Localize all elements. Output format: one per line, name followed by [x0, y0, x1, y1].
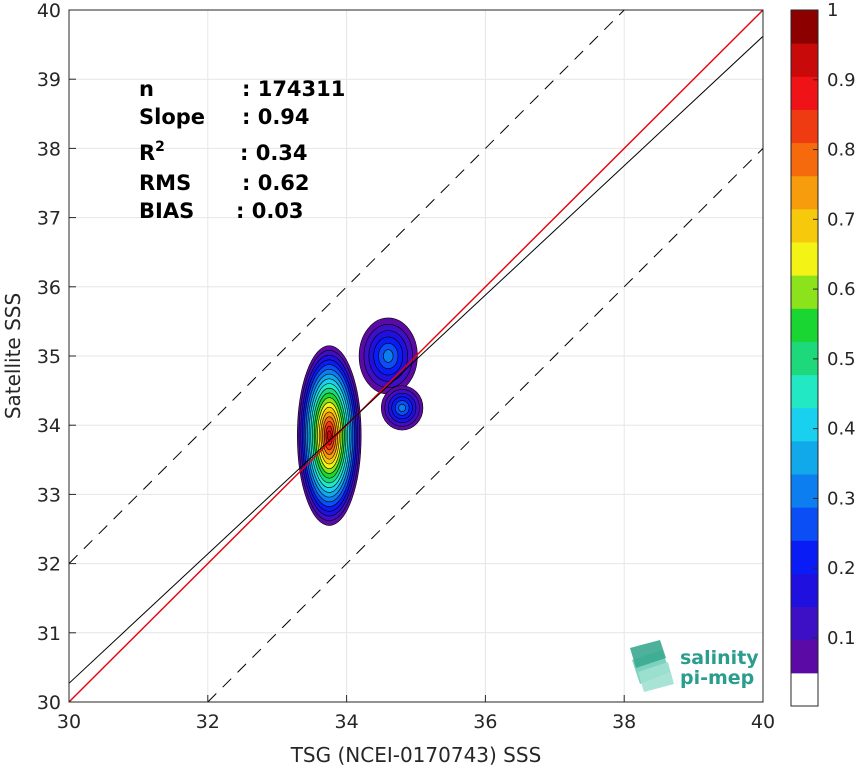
- colorbar-tick-label: 0.9: [827, 70, 856, 91]
- colorbar-segment: [791, 639, 818, 674]
- colorbar-segment: [791, 43, 818, 77]
- y-tick-label: 35: [37, 346, 61, 368]
- colorbar-segment: [791, 109, 818, 144]
- stat-label-sup: 2: [155, 139, 165, 155]
- colorbar-tick-label: 0.3: [827, 488, 856, 509]
- y-tick-label: 36: [37, 277, 61, 299]
- stat-label: n: [139, 77, 154, 101]
- line-identity: [68, 9, 764, 703]
- colorbar-segment: [791, 573, 818, 608]
- colorbar-segment: [791, 507, 818, 541]
- colorbar-segment: [791, 76, 818, 110]
- colorbar-segment: [791, 10, 818, 44]
- colorbar-segment: [791, 175, 818, 210]
- statistics-box: n : 174311 Slope : 0.94 R2 : 0.34 RMS : 0.62 BIA…: [139, 77, 345, 223]
- y-tick-label: 37: [37, 208, 61, 230]
- colorbar-frame: [790, 9, 819, 707]
- stat-label: BIAS: [139, 199, 194, 223]
- colorbar-segment: [791, 440, 818, 475]
- y-tick-label: 33: [37, 484, 61, 506]
- x-axis-ticks: 30 32 34 36 38 40: [57, 695, 775, 733]
- x-tick-label: 36: [473, 711, 497, 733]
- x-tick-label: 40: [751, 711, 775, 733]
- x-axis-label: TSG (NCEI-0170743) SSS: [290, 743, 542, 767]
- wave-logo-icon: [630, 640, 674, 692]
- colorbar-segment: [791, 308, 818, 342]
- x-tick-label: 38: [612, 711, 636, 733]
- colorbar-segment: [791, 208, 818, 243]
- x-tick-label: 32: [196, 711, 220, 733]
- colorbar-tick-label: 0.1: [827, 628, 856, 649]
- y-tick-label: 40: [37, 0, 61, 22]
- stat-value: : 0.34: [240, 141, 308, 165]
- salinity-pimep-logo: salinity pi-mep: [630, 640, 759, 692]
- y-tick-label: 30: [37, 692, 61, 714]
- stat-label: RMS: [139, 171, 191, 195]
- colorbar-tick-label: 0.5: [827, 349, 856, 370]
- y-tick-label: 32: [37, 554, 61, 576]
- colorbar-segment: [791, 374, 818, 409]
- y-axis-ticks: 30 31 32 33 34 35 36 37 38 39 40: [37, 0, 76, 714]
- stat-value: : 0.94: [242, 105, 310, 129]
- x-tick-label: 34: [335, 711, 359, 733]
- colorbar-tick-label: 1: [827, 0, 838, 21]
- colorbar-segment: [791, 474, 818, 508]
- colorbar-segment: [791, 142, 818, 177]
- line-lower: [207, 148, 764, 703]
- colorbar-tick-label: 0.8: [827, 140, 856, 161]
- colorbar-segment: [791, 341, 818, 376]
- line-upper: [68, 9, 625, 564]
- stat-label: R2: [139, 139, 165, 165]
- y-tick-label: 31: [37, 623, 61, 645]
- stat-value: : 0.62: [242, 171, 310, 195]
- y-tick-label: 34: [37, 415, 61, 437]
- colorbar-segment: [791, 606, 818, 641]
- colorbar-tick-label: 0.6: [827, 279, 856, 300]
- contour-level-tertiary: [398, 403, 406, 412]
- y-tick-label: 38: [37, 138, 61, 160]
- logo-line2: pi-mep: [680, 667, 754, 689]
- colorbar-segment: [791, 275, 818, 309]
- colorbar: 0.1 0.2 0.3 0.4 0.5 0.6 0.7 0.8 0.9 1: [790, 0, 856, 707]
- line-fit: [68, 35, 764, 684]
- stat-value: : 0.03: [236, 199, 304, 223]
- stat-value: : 174311: [242, 77, 345, 101]
- logo-line1: salinity: [680, 647, 759, 669]
- y-axis-label: Satellite SSS: [1, 293, 25, 419]
- colorbar-segment: [791, 407, 818, 442]
- contour-level-secondary: [383, 349, 394, 363]
- colorbar-tick-label: 0.2: [827, 558, 856, 579]
- colorbar-segment: [791, 672, 818, 707]
- x-tick-label: 30: [57, 711, 81, 733]
- reference-lines: [68, 9, 764, 703]
- colorbar-segment: [791, 540, 818, 574]
- stat-label: Slope: [139, 105, 205, 129]
- colorbar-segment: [791, 242, 818, 276]
- colorbar-tick-label: 0.4: [827, 419, 856, 440]
- colorbar-tick-label: 0.7: [827, 209, 856, 230]
- y-tick-label: 39: [37, 69, 61, 91]
